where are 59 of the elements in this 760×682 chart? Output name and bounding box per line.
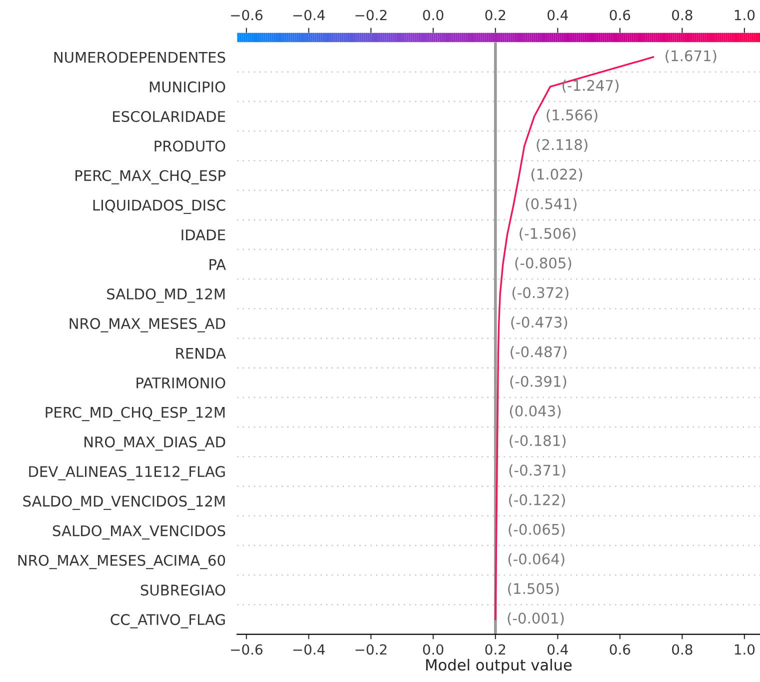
- annotation: (-0.391): [510, 376, 566, 389]
- y-tick-label: SUBREGIAO: [140, 584, 226, 596]
- y-tick-label: NRO_MAX_MESES_ACIMA_60: [18, 554, 226, 570]
- y-tick-label: PATRIMONIO: [136, 377, 226, 388]
- annotation: (-0.065): [508, 524, 565, 537]
- y-tick-label: LIQUIDADOS_DISC: [93, 200, 226, 214]
- annotation: (-0.372): [512, 286, 568, 300]
- annotation: (-1.506): [520, 228, 576, 241]
- x-axis-title: Model output value: [426, 658, 572, 674]
- annotation: (-0.001): [508, 612, 564, 626]
- y-tick-label: DEV_ALINEAS_11E12_FLAG: [29, 466, 225, 480]
- y-tick-label: CC_ATIVO_FLAG: [110, 614, 225, 628]
- y-tick-label: IDADE: [182, 230, 226, 240]
- x-tick-label: −0.4: [293, 644, 325, 655]
- x-tick-label: 0.6: [610, 644, 630, 655]
- x-tick-label: −0.6: [231, 644, 262, 655]
- annotation: (1.671): [666, 50, 716, 64]
- annotation: (-0.181): [510, 434, 566, 448]
- annotation: (-0.805): [515, 257, 572, 270]
- x-tick-label: −0.2: [356, 644, 386, 655]
- x-tick-label: 0.2: [485, 644, 506, 655]
- annotation: (-1.247): [562, 80, 618, 93]
- annotation: (2.118): [536, 138, 588, 152]
- y-tick-label: ESCOLARIDADE: [113, 111, 226, 122]
- annotation: (-0.371): [509, 464, 566, 478]
- annotation: (1.505): [508, 582, 559, 596]
- color-bar-label: 0.4: [548, 10, 568, 20]
- y-tick-label: SALDO_MD_12M: [107, 288, 225, 303]
- color-bar-label: 0.8: [672, 10, 692, 20]
- annotation: (1.022): [531, 168, 582, 182]
- y-tick-label: PA: [210, 259, 226, 270]
- color-bar-label: 0.0: [423, 10, 444, 20]
- annotation: (0.043): [510, 405, 561, 418]
- y-tick-label: NRO_MAX_DIAS_AD: [84, 436, 226, 451]
- annotation: (-0.487): [510, 346, 566, 360]
- y-tick-label: RENDA: [176, 348, 226, 359]
- y-tick-label: MUNICIPIO: [150, 81, 226, 92]
- y-tick-label: SALDO_MD_VENCIDOS_12M: [23, 496, 225, 510]
- color-bar-label: −0.2: [356, 10, 386, 20]
- x-tick-label: 0.0: [423, 644, 444, 655]
- y-tick-label: PRODUTO: [154, 140, 226, 152]
- y-tick-label: PERC_MD_CHQ_ESP_12M: [46, 406, 225, 422]
- x-tick-label: 1.0: [734, 644, 755, 655]
- annotation: (1.566): [546, 109, 598, 122]
- annotation: (0.541): [526, 198, 576, 212]
- annotation: (-0.473): [511, 316, 568, 330]
- annotation: (-0.122): [509, 494, 565, 508]
- x-tick-label: 0.8: [672, 644, 692, 655]
- color-bar-label: 1.0: [734, 10, 755, 20]
- y-tick-label: SALDO_MAX_VENCIDOS: [52, 525, 226, 540]
- color-bar-label: −0.6: [231, 10, 262, 20]
- y-tick-label: NUMERODEPENDENTES: [54, 52, 226, 63]
- y-tick-label: PERC_MAX_CHQ_ESP: [76, 170, 226, 184]
- annotation: (-0.064): [508, 553, 564, 566]
- y-tick-label: NRO_MAX_MESES_AD: [70, 318, 226, 332]
- x-tick-label: 0.4: [548, 644, 568, 655]
- color-bar-label: 0.2: [485, 10, 506, 20]
- color-bar-label: −0.4: [293, 10, 325, 20]
- color-bar-label: 0.6: [610, 10, 630, 20]
